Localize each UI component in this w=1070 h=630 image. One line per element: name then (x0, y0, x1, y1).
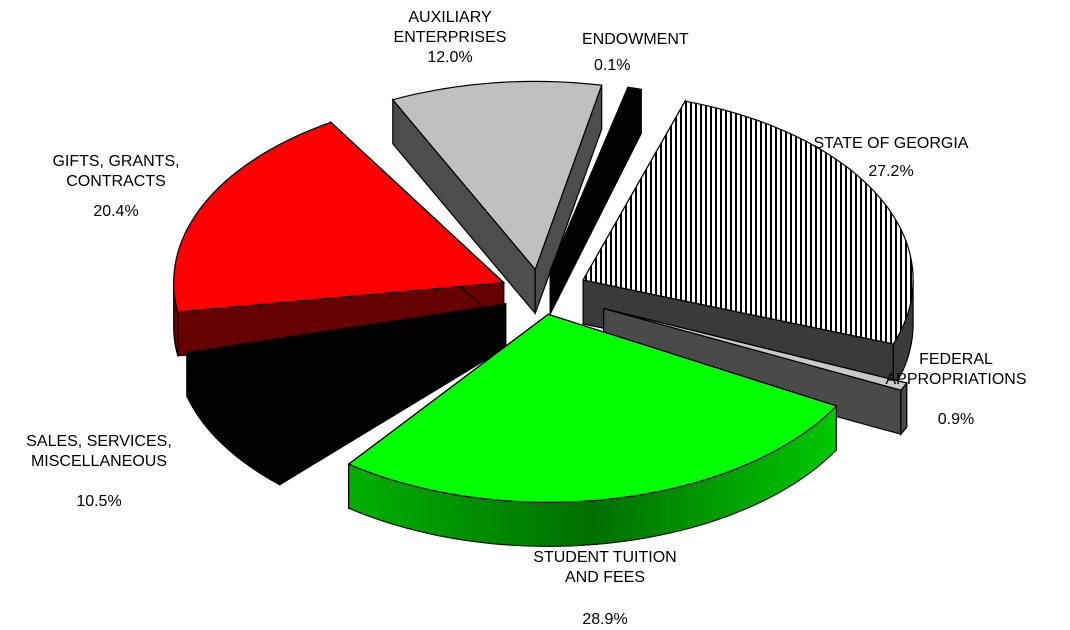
slice-gifts-grants (173, 121, 506, 313)
slice-label-gifts-grants: GIFTS, GRANTS, CONTRACTS 20.4% (52, 153, 180, 220)
slice-label-endowment: ENDOWMENT 0.1% (582, 31, 689, 74)
slice-label-auxiliary-enterprises: AUXILIARY ENTERPRISES 12.0% (393, 9, 507, 66)
slice-label-federal-appropriations: FEDERAL APPROPRIATIONS 0.9% (885, 351, 1027, 428)
slice-student-tuition (347, 313, 838, 503)
slice-label-student-tuition: STUDENT TUITION AND FEES 28.9% (533, 549, 677, 628)
slice-auxiliary-enterprises (391, 80, 603, 271)
slice-sales-services (185, 303, 507, 442)
slice-state-of-georgia (582, 100, 914, 345)
slice-endowment (549, 86, 643, 271)
slice-label-sales-services: SALES, SERVICES, MISCELLANEOUS 10.5% (26, 433, 172, 510)
slice-federal-appropriations (603, 308, 908, 391)
slice-label-state-of-georgia: STATE OF GEORGIA 27.2% (813, 135, 969, 180)
